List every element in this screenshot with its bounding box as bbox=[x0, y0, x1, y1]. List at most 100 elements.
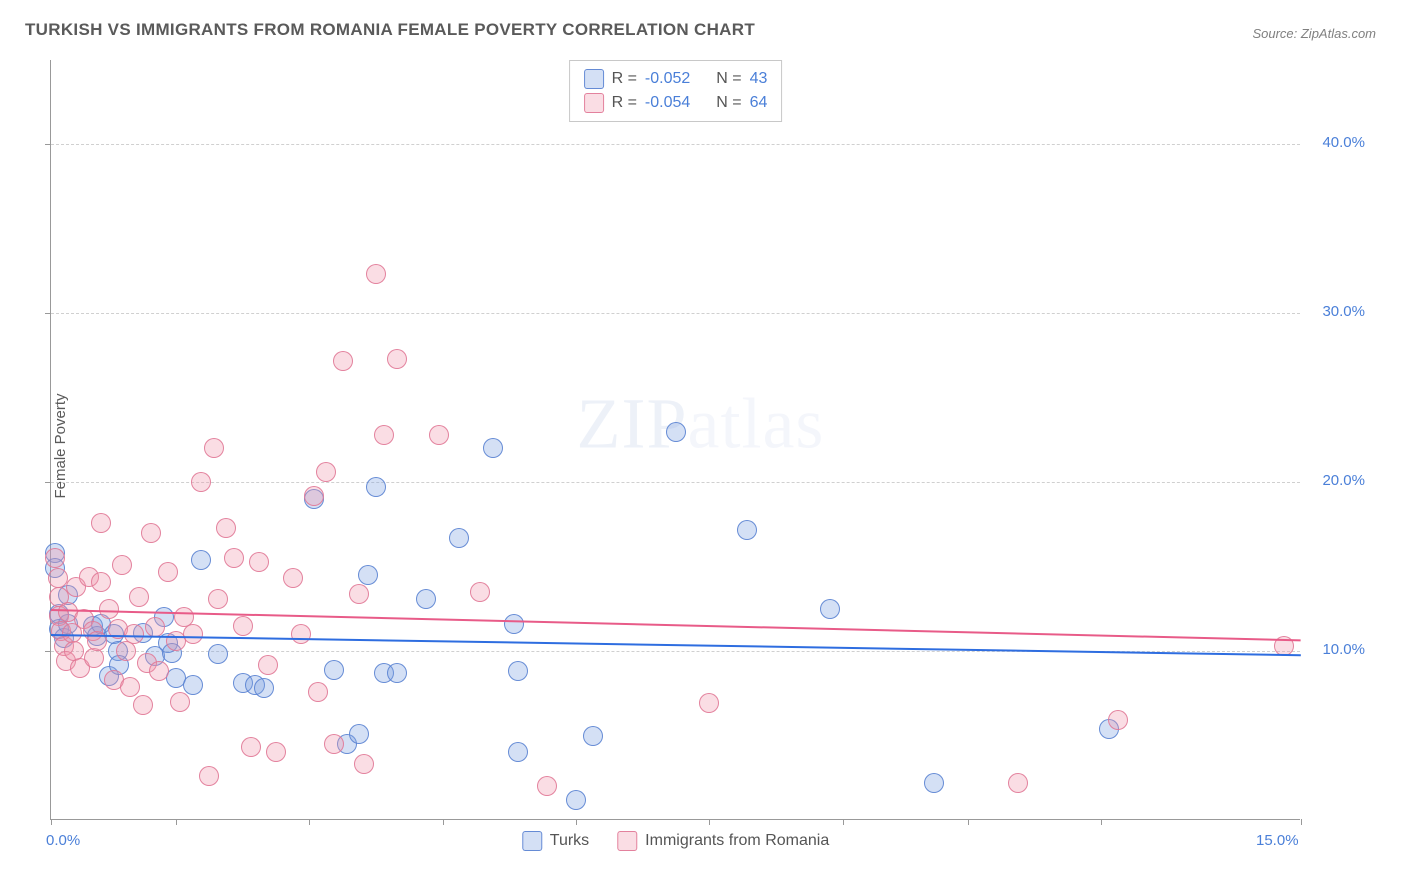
data-point bbox=[291, 624, 311, 644]
data-point bbox=[316, 462, 336, 482]
data-point bbox=[145, 617, 165, 637]
x-tick bbox=[443, 819, 444, 825]
data-point bbox=[387, 349, 407, 369]
legend-row: R =-0.052N =43 bbox=[584, 67, 768, 91]
x-tick bbox=[176, 819, 177, 825]
series-legend: Turks Immigrants from Romania bbox=[522, 831, 829, 851]
y-tick-label: 20.0% bbox=[1322, 472, 1365, 489]
data-point bbox=[141, 523, 161, 543]
data-point bbox=[537, 776, 557, 796]
x-tick bbox=[843, 819, 844, 825]
data-point bbox=[129, 587, 149, 607]
legend-n-label: N = bbox=[716, 70, 741, 88]
y-tick bbox=[45, 651, 51, 652]
legend-r-label: R = bbox=[612, 94, 637, 112]
data-point bbox=[333, 351, 353, 371]
legend-swatch bbox=[617, 831, 637, 851]
data-point bbox=[820, 599, 840, 619]
gridline bbox=[51, 313, 1300, 314]
x-tick bbox=[576, 819, 577, 825]
gridline bbox=[51, 144, 1300, 145]
data-point bbox=[583, 726, 603, 746]
data-point bbox=[183, 624, 203, 644]
x-tick-label: 15.0% bbox=[1256, 832, 1299, 849]
data-point bbox=[48, 568, 68, 588]
series-legend-item: Immigrants from Romania bbox=[617, 831, 829, 851]
data-point bbox=[283, 568, 303, 588]
data-point bbox=[266, 742, 286, 762]
data-point bbox=[183, 675, 203, 695]
data-point bbox=[84, 648, 104, 668]
data-point bbox=[354, 754, 374, 774]
data-point bbox=[416, 589, 436, 609]
legend-n-label: N = bbox=[716, 94, 741, 112]
legend-swatch bbox=[584, 69, 604, 89]
y-tick-label: 40.0% bbox=[1322, 134, 1365, 151]
y-tick-label: 10.0% bbox=[1322, 641, 1365, 658]
data-point bbox=[120, 677, 140, 697]
x-tick bbox=[709, 819, 710, 825]
data-point bbox=[349, 724, 369, 744]
legend-row: R = -0.054 N = 64 bbox=[584, 91, 768, 115]
y-tick-label: 30.0% bbox=[1322, 303, 1365, 320]
data-point bbox=[1108, 710, 1128, 730]
data-point bbox=[508, 661, 528, 681]
x-tick bbox=[968, 819, 969, 825]
data-point bbox=[349, 584, 369, 604]
x-tick bbox=[309, 819, 310, 825]
data-point bbox=[124, 624, 144, 644]
data-point bbox=[666, 422, 686, 442]
data-point bbox=[204, 438, 224, 458]
data-point bbox=[170, 692, 190, 712]
data-point bbox=[324, 734, 344, 754]
correlation-legend: R = -0.052 N = 43 R = -0.054 N = 64 bbox=[569, 60, 783, 122]
legend-n-value: 64 bbox=[750, 94, 768, 112]
y-tick bbox=[45, 482, 51, 483]
data-point bbox=[208, 589, 228, 609]
data-point bbox=[249, 552, 269, 572]
data-point bbox=[199, 766, 219, 786]
data-point bbox=[387, 663, 407, 683]
data-point bbox=[566, 790, 586, 810]
chart-plot-area: ZIPatlas R =-0.052N =43R =-0.054N =64 Tu… bbox=[50, 60, 1300, 820]
legend-swatch bbox=[522, 831, 542, 851]
source-attribution: Source: ZipAtlas.com bbox=[1252, 26, 1376, 41]
data-point bbox=[216, 518, 236, 538]
data-point bbox=[99, 599, 119, 619]
data-point bbox=[254, 678, 274, 698]
watermark: ZIPatlas bbox=[576, 383, 824, 466]
legend-r-value: -0.052 bbox=[645, 70, 690, 88]
y-tick bbox=[45, 144, 51, 145]
legend-r-value: -0.054 bbox=[645, 94, 690, 112]
trend-line bbox=[51, 634, 1301, 656]
legend-n-value: 43 bbox=[750, 70, 768, 88]
chart-title: TURKISH VS IMMIGRANTS FROM ROMANIA FEMAL… bbox=[25, 20, 755, 40]
data-point bbox=[224, 548, 244, 568]
data-point bbox=[374, 425, 394, 445]
data-point bbox=[158, 562, 178, 582]
series-legend-label: Turks bbox=[550, 832, 589, 850]
data-point bbox=[366, 477, 386, 497]
data-point bbox=[149, 661, 169, 681]
gridline bbox=[51, 482, 1300, 483]
data-point bbox=[241, 737, 261, 757]
data-point bbox=[233, 616, 253, 636]
data-point bbox=[191, 550, 211, 570]
data-point bbox=[366, 264, 386, 284]
y-tick bbox=[45, 313, 51, 314]
data-point bbox=[91, 513, 111, 533]
data-point bbox=[504, 614, 524, 634]
data-point bbox=[133, 695, 153, 715]
data-point bbox=[737, 520, 757, 540]
series-legend-item: Turks bbox=[522, 831, 589, 851]
data-point bbox=[358, 565, 378, 585]
data-point bbox=[508, 742, 528, 762]
data-point bbox=[45, 548, 65, 568]
data-point bbox=[258, 655, 278, 675]
data-point bbox=[470, 582, 490, 602]
data-point bbox=[924, 773, 944, 793]
data-point bbox=[1008, 773, 1028, 793]
x-tick bbox=[51, 819, 52, 825]
data-point bbox=[324, 660, 344, 680]
data-point bbox=[112, 555, 132, 575]
